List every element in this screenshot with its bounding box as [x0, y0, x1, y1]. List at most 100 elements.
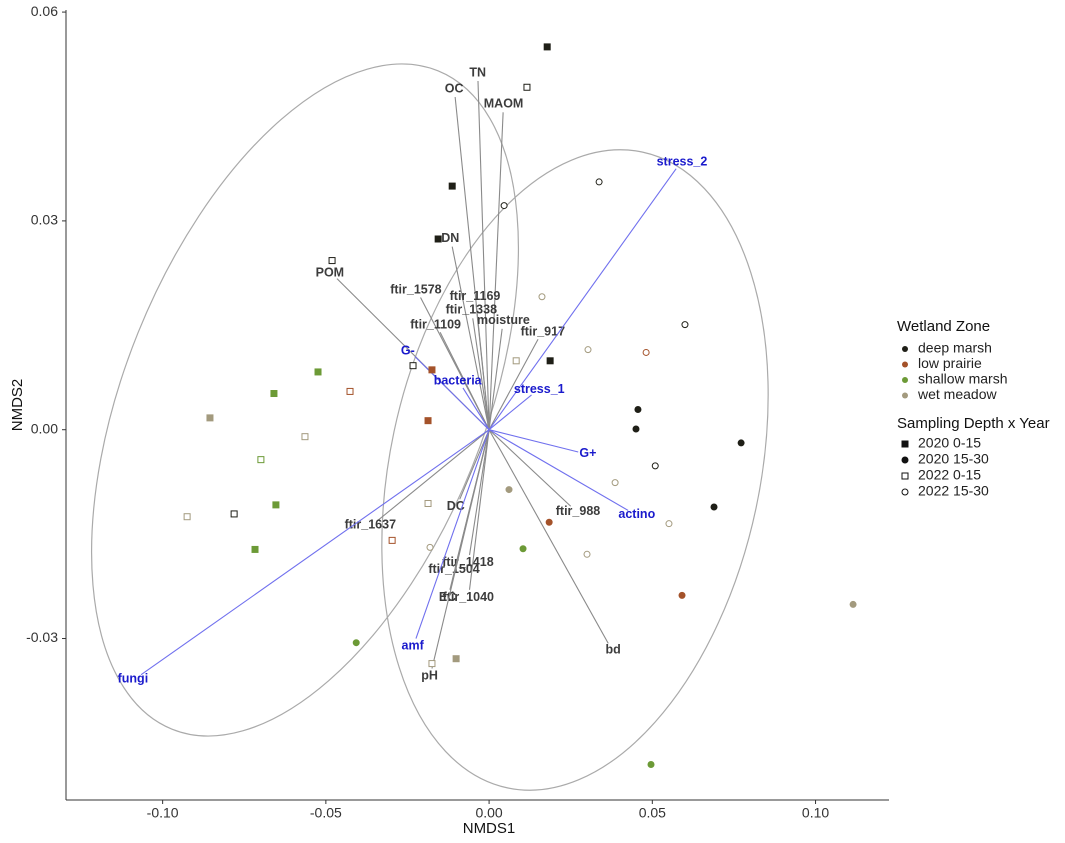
point [424, 417, 432, 425]
point [543, 43, 551, 51]
point [452, 655, 460, 663]
point [270, 390, 278, 398]
legend-label: wet meadow [917, 386, 997, 402]
point [409, 362, 417, 370]
legend-swatch [901, 488, 909, 496]
legend-swatch [902, 377, 908, 383]
vector-label: amf [402, 638, 425, 652]
point [681, 321, 689, 329]
vector-label: ftir_1109 [410, 317, 461, 331]
vector-label: ftir_1578 [390, 283, 441, 297]
point [230, 510, 238, 518]
vector-label: bd [605, 643, 620, 657]
ellipse [381, 149, 769, 791]
vector [468, 429, 490, 556]
vector [488, 112, 504, 430]
point [583, 550, 591, 558]
vector [451, 246, 490, 430]
vector [140, 429, 490, 676]
point [595, 178, 603, 186]
point [678, 591, 686, 599]
vector-label: stress_2 [657, 154, 708, 168]
y-axis-title: NMDS2 [9, 379, 26, 432]
vector-label: EC [439, 590, 456, 604]
x-tick-label: -0.10 [147, 805, 179, 821]
x-tick-label: 0.10 [802, 805, 829, 821]
vector [439, 332, 490, 430]
point [448, 182, 456, 190]
legend-label: 2020 0-15 [918, 435, 981, 451]
vector [472, 318, 490, 430]
vector-label: fungi [118, 672, 149, 686]
y-tick-label: 0.06 [31, 3, 58, 19]
vector-label: moisture [477, 313, 530, 327]
point [584, 346, 592, 354]
vector-label: POM [316, 265, 344, 279]
vector [459, 429, 490, 500]
legend-swatch [901, 456, 909, 464]
point [665, 520, 673, 528]
point [611, 479, 619, 487]
vector-label: ftir_1169 [450, 289, 501, 303]
legend-label: 2020 15-30 [918, 451, 989, 467]
x-tick-label: -0.05 [310, 805, 342, 821]
y-tick-label: -0.03 [26, 629, 58, 645]
point [424, 499, 432, 507]
point [426, 543, 434, 551]
vector [377, 429, 490, 521]
legend-title: Wetland Zone [897, 318, 990, 335]
legend-label: deep marsh [918, 340, 992, 356]
point [346, 387, 354, 395]
point [301, 433, 309, 441]
point [314, 368, 322, 376]
point [647, 761, 655, 769]
point [428, 366, 436, 374]
legend-swatch [902, 346, 908, 352]
vector-label: bacteria [434, 373, 483, 387]
vector-label: OC [445, 81, 464, 95]
vector [488, 168, 677, 431]
legend-label: 2022 15-30 [918, 483, 989, 499]
x-axis-title: NMDS1 [463, 820, 516, 837]
point [428, 660, 436, 668]
vector [488, 338, 539, 430]
point [523, 83, 531, 91]
vector-label: stress_1 [514, 382, 565, 396]
point [545, 518, 553, 526]
point [737, 439, 745, 447]
point [632, 425, 640, 433]
point [546, 357, 554, 365]
y-tick-label: 0.03 [31, 212, 58, 228]
legend-swatch [901, 440, 909, 448]
vector [488, 429, 629, 511]
y-tick-label: 0.00 [31, 420, 58, 436]
point [538, 293, 546, 301]
vector [488, 429, 572, 507]
point [272, 501, 280, 509]
point [388, 536, 396, 544]
legend-swatch [902, 392, 908, 399]
ellipse [91, 63, 519, 737]
vector-label: ftir_1418 [442, 555, 493, 569]
legend-swatch [902, 361, 908, 368]
vector [488, 394, 532, 431]
point [634, 406, 642, 414]
vector-label: actino [618, 507, 655, 521]
point [512, 357, 520, 365]
vector-label: TN [469, 65, 486, 79]
point [849, 600, 857, 608]
vector-label: ftir_988 [556, 504, 601, 518]
point [500, 202, 508, 210]
legend-label: low prairie [918, 355, 982, 371]
x-tick-label: 0.05 [639, 805, 666, 821]
point [183, 513, 191, 521]
vector [475, 304, 490, 430]
vector [488, 429, 579, 453]
point [257, 456, 265, 464]
vector-label: ftir_1637 [345, 518, 396, 532]
vector [415, 429, 490, 639]
legend-label: shallow marsh [918, 371, 1007, 387]
legend-title: Sampling Depth x Year [897, 415, 1050, 432]
point [434, 235, 442, 243]
point [519, 545, 527, 553]
